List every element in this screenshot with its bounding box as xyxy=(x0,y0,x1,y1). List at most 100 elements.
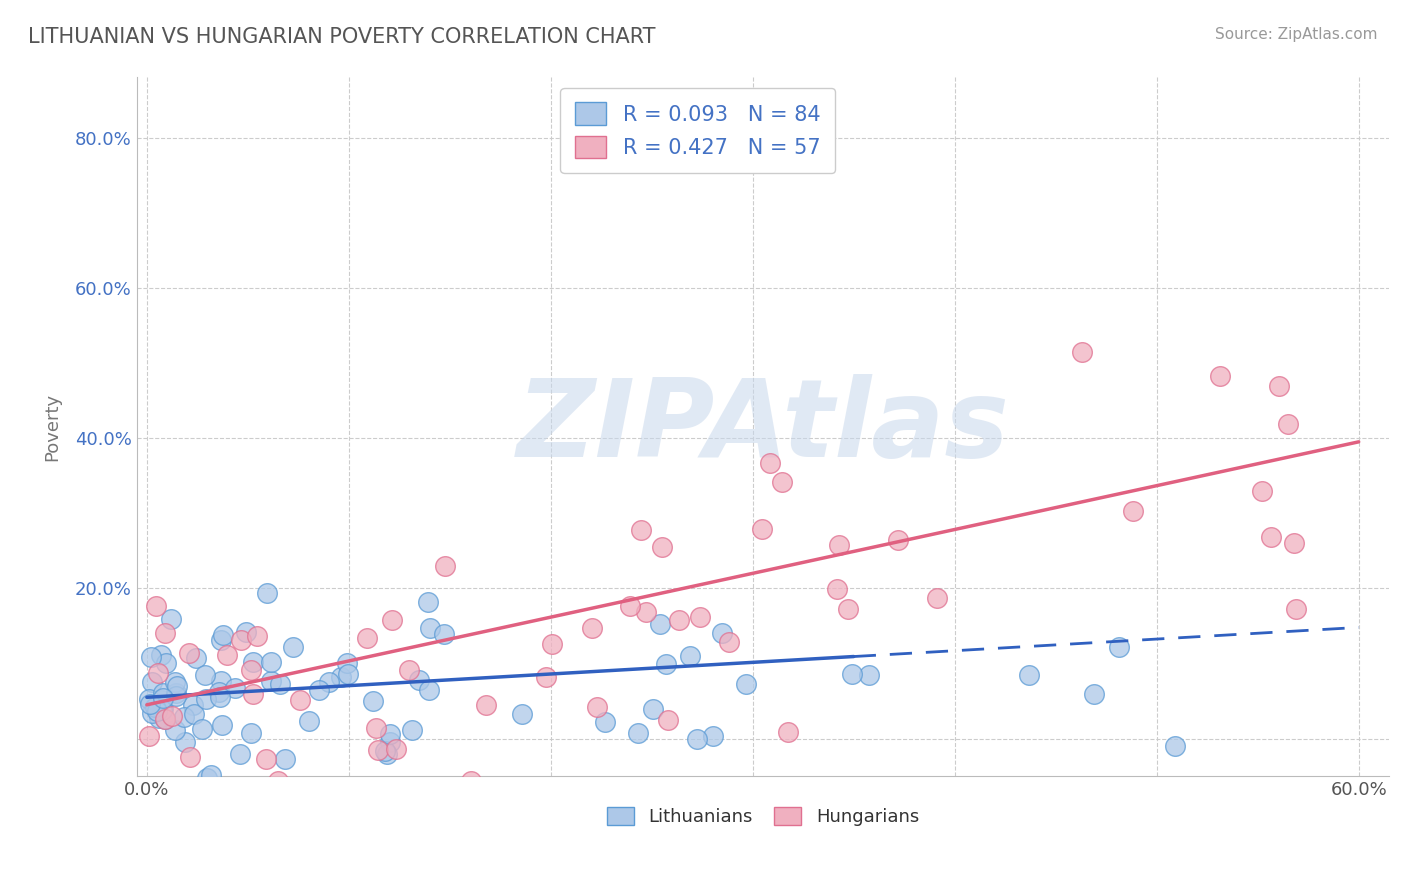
Text: Source: ZipAtlas.com: Source: ZipAtlas.com xyxy=(1215,27,1378,42)
Point xyxy=(211,718,233,732)
Point xyxy=(408,673,430,688)
Point xyxy=(337,667,360,681)
Point xyxy=(651,540,673,554)
Point xyxy=(336,656,359,670)
Point xyxy=(149,648,172,663)
Point xyxy=(179,749,201,764)
Point xyxy=(416,595,439,609)
Point xyxy=(280,796,302,810)
Point xyxy=(858,668,880,682)
Point xyxy=(165,690,187,704)
Point xyxy=(378,735,401,749)
Point xyxy=(298,714,321,728)
Point xyxy=(274,752,297,766)
Point xyxy=(381,614,404,628)
Point xyxy=(1250,483,1272,498)
Point xyxy=(1209,369,1232,384)
Point xyxy=(1071,345,1094,359)
Point xyxy=(173,710,195,724)
Point xyxy=(581,621,603,635)
Point xyxy=(657,713,679,727)
Point xyxy=(593,714,616,729)
Point xyxy=(586,700,609,714)
Point xyxy=(378,727,401,741)
Point xyxy=(778,724,800,739)
Point xyxy=(260,674,283,689)
Point xyxy=(460,774,482,789)
Point xyxy=(224,681,246,696)
Point xyxy=(138,729,160,743)
Point xyxy=(217,648,239,662)
Point xyxy=(146,665,169,680)
Point xyxy=(636,605,658,619)
Point xyxy=(191,723,214,737)
Point xyxy=(183,706,205,721)
Point xyxy=(837,602,859,616)
Point xyxy=(841,667,863,681)
Point xyxy=(655,657,678,671)
Point xyxy=(266,774,288,789)
Point xyxy=(627,725,650,739)
Point xyxy=(1267,378,1289,392)
Point xyxy=(641,702,664,716)
Point xyxy=(630,523,652,537)
Point xyxy=(927,591,949,605)
Point xyxy=(242,655,264,669)
Point xyxy=(735,677,758,691)
Point xyxy=(1285,602,1308,616)
Point xyxy=(239,663,262,677)
Point xyxy=(1260,530,1282,544)
Point xyxy=(1277,417,1299,431)
Point xyxy=(209,632,232,647)
Point xyxy=(366,721,388,735)
Point xyxy=(269,677,291,691)
Point xyxy=(162,708,184,723)
Point xyxy=(242,687,264,701)
Point xyxy=(153,712,176,726)
Point xyxy=(648,617,671,632)
Point xyxy=(229,747,252,761)
Point xyxy=(401,723,423,738)
Point xyxy=(256,586,278,600)
Point xyxy=(209,673,232,688)
Point xyxy=(751,522,773,536)
Point xyxy=(433,627,456,641)
Point xyxy=(418,682,440,697)
Point xyxy=(209,690,232,705)
Point xyxy=(138,697,160,711)
Point xyxy=(173,735,195,749)
Point xyxy=(160,612,183,626)
Y-axis label: Poverty: Poverty xyxy=(44,392,60,461)
Point xyxy=(195,771,218,785)
Point xyxy=(827,582,849,597)
Point xyxy=(146,704,169,718)
Point xyxy=(318,674,340,689)
Point xyxy=(181,698,204,713)
Point xyxy=(770,475,793,489)
Point xyxy=(149,693,172,707)
Point xyxy=(254,752,277,766)
Point xyxy=(177,646,200,660)
Point xyxy=(510,707,533,722)
Point xyxy=(235,624,257,639)
Point xyxy=(668,613,690,627)
Point xyxy=(200,768,222,782)
Point xyxy=(141,675,163,690)
Point xyxy=(329,670,352,684)
Point xyxy=(145,599,167,614)
Point xyxy=(384,742,406,756)
Point xyxy=(374,744,396,758)
Point xyxy=(419,621,441,635)
Point xyxy=(163,674,186,689)
Point xyxy=(260,655,283,669)
Point xyxy=(679,648,702,663)
Point xyxy=(138,805,160,820)
Text: LITHUANIAN VS HUNGARIAN POVERTY CORRELATION CHART: LITHUANIAN VS HUNGARIAN POVERTY CORRELAT… xyxy=(28,27,655,46)
Point xyxy=(153,625,176,640)
Point xyxy=(887,533,910,547)
Point xyxy=(619,599,641,613)
Point xyxy=(308,683,330,698)
Point xyxy=(1282,535,1305,549)
Point xyxy=(689,609,711,624)
Point xyxy=(208,685,231,699)
